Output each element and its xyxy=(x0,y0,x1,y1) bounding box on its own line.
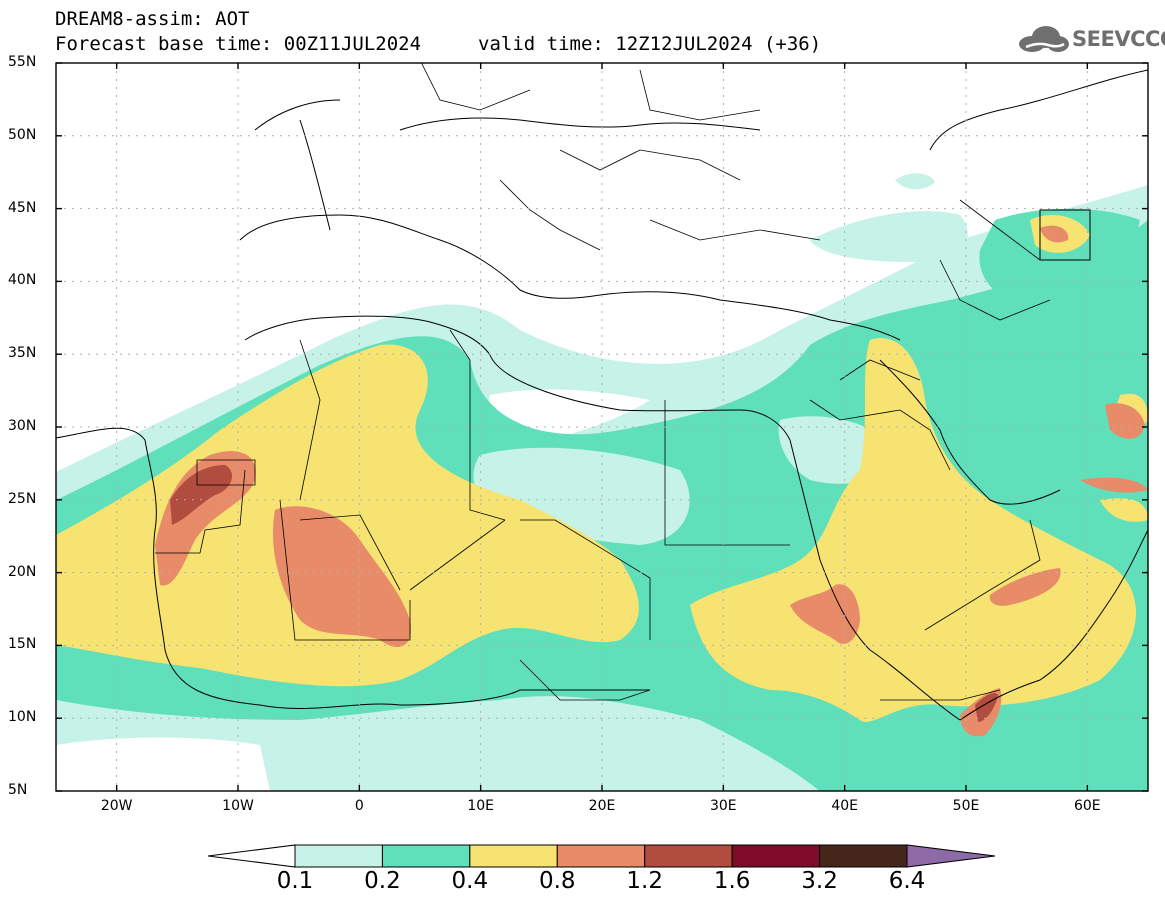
aot-fields xyxy=(56,173,1148,791)
colorbar-swatch xyxy=(294,844,383,868)
valid-time: valid time: 12Z12JUL2024 (+36) xyxy=(478,33,822,55)
seevccc-logo: SEEVCCC xyxy=(1016,22,1165,58)
colorbar-label: 1.6 xyxy=(713,868,751,894)
lat-tick-label: 10N xyxy=(8,709,37,726)
lon-tick-label: 10W xyxy=(222,798,254,814)
aot-band-0.8 xyxy=(1080,477,1148,493)
map-gridlines xyxy=(56,63,1148,791)
aot-band-0.1 xyxy=(895,173,935,190)
colorbar-label: 0.4 xyxy=(451,868,489,894)
aot-clear-area xyxy=(56,737,270,791)
aot-band-0.4 xyxy=(690,338,1136,723)
logo-text: SEEVCCC xyxy=(1072,27,1165,51)
aot-band-0.8 xyxy=(1040,225,1069,243)
lon-tick-label: 60E xyxy=(1073,798,1101,814)
aot-band-0.8 xyxy=(790,584,860,644)
lat-tick-label: 25N xyxy=(8,490,37,507)
lat-tick-label: 30N xyxy=(8,418,37,434)
colorbar-label: 6.4 xyxy=(888,868,926,894)
lat-tick-label: 20N xyxy=(8,563,37,580)
colorbar-swatch xyxy=(819,844,908,868)
colorbar-swatch xyxy=(644,844,733,868)
colorbar-swatch xyxy=(381,844,471,868)
lat-tick-label: 15N xyxy=(8,636,37,653)
map-title: DREAM8-assim: AOT xyxy=(55,8,250,30)
aot-band-0.4 xyxy=(56,344,639,687)
axis-ticks xyxy=(56,62,1148,792)
cloud-icon xyxy=(1019,26,1069,52)
aot-band-0.8 xyxy=(272,506,411,648)
aot-band-0.1 xyxy=(810,211,968,263)
colorbar-swatch xyxy=(731,844,821,868)
lat-tick-label: 50N xyxy=(8,126,37,143)
lon-tick-label: 30E xyxy=(709,798,737,814)
aot-band-0.8 xyxy=(989,568,1061,606)
lat-tick-label: 55N xyxy=(8,54,37,70)
colorbar-label: 3.2 xyxy=(801,868,838,894)
colorbar-label: 0.1 xyxy=(276,868,314,894)
lon-tick-label: 20E xyxy=(588,798,616,814)
colorbar-max-arrow xyxy=(906,844,996,868)
aot-band-0.8 xyxy=(1105,403,1145,439)
lat-tick-label: 45N xyxy=(8,199,37,216)
colorbar-swatch xyxy=(556,844,646,868)
colorbar xyxy=(207,844,996,868)
lat-tick-label: 40N xyxy=(8,272,37,289)
colorbar-label: 0.2 xyxy=(364,868,401,894)
colorbar-swatch xyxy=(469,844,558,868)
lon-tick-label: 0 xyxy=(354,798,364,814)
colorbar-label: 0.8 xyxy=(538,868,576,894)
colorbar-label: 1.2 xyxy=(626,868,663,894)
lon-tick-label: 50E xyxy=(952,798,980,814)
lat-tick-label: 35N xyxy=(8,345,37,362)
lat-tick-label: 5N xyxy=(8,782,28,798)
aot-band-0.4 xyxy=(1100,498,1148,522)
coastlines xyxy=(56,69,1148,721)
aot-band-0.2 xyxy=(979,208,1140,310)
lon-tick-label: 40E xyxy=(831,798,858,814)
lon-tick-label: 20W xyxy=(100,798,133,814)
forecast-base-time: Forecast base time: 00Z11JUL2024 xyxy=(55,33,422,55)
colorbar-min-arrow xyxy=(207,844,296,868)
lon-tick-label: 10E xyxy=(467,798,494,814)
aot-band-1.2 xyxy=(170,465,233,525)
country-borders xyxy=(155,63,1051,701)
